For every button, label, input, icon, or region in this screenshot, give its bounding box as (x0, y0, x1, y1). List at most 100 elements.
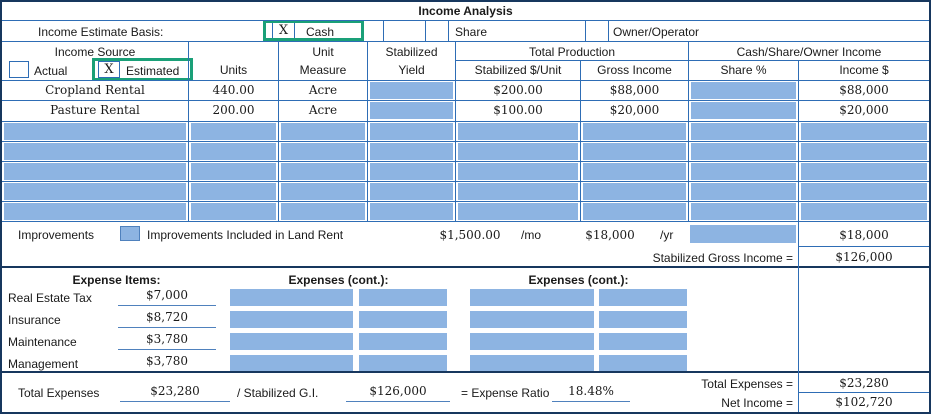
blank-input-cell[interactable] (191, 163, 276, 180)
owner-operator-checkbox[interactable] (585, 20, 609, 41)
expense-name-input[interactable] (470, 355, 594, 372)
improvements-share-input[interactable] (690, 225, 796, 243)
owner-operator-checkbox-label[interactable]: Owner/Operator (613, 25, 700, 39)
blank-input-cell[interactable] (691, 163, 796, 180)
blank-input-cell[interactable] (801, 163, 927, 180)
blank-input-cell[interactable] (191, 143, 276, 160)
improvements-income-value[interactable]: $18,000 (839, 228, 889, 242)
blank-input-cell[interactable] (4, 163, 186, 180)
share-pct-input[interactable] (691, 102, 796, 119)
blank-input-cell[interactable] (4, 203, 186, 220)
blank-input-cell[interactable] (370, 183, 453, 200)
estimated-checkbox-label[interactable]: Estimated (126, 64, 180, 78)
unit-measure-value[interactable]: Acre (308, 83, 338, 97)
blank-input-cell[interactable] (801, 123, 927, 140)
net-income-value[interactable]: $102,720 (835, 395, 893, 409)
blank-input-cell[interactable] (370, 123, 453, 140)
blank-input-cell[interactable] (691, 123, 796, 140)
units-value[interactable]: 200.00 (212, 103, 255, 117)
expense-value-input[interactable] (599, 333, 687, 350)
expense-value-input[interactable] (359, 311, 447, 328)
expense-item-value[interactable]: $3,780 (118, 331, 216, 350)
expense-name-input[interactable] (470, 311, 594, 328)
expense-value-input[interactable] (359, 289, 447, 306)
stabilized-gross-income-value[interactable]: $126,000 (835, 250, 893, 264)
blank-input-cell[interactable] (458, 123, 578, 140)
stabilized-per-unit-value[interactable]: $100.00 (493, 103, 543, 117)
improvements-yearly-value[interactable]: $18,000 (585, 228, 635, 242)
income-dollars-value[interactable]: $88,000 (839, 83, 889, 97)
stabilized-gi-value[interactable]: $126,000 (346, 383, 450, 402)
blank-input-cell[interactable] (458, 163, 578, 180)
expense-value-input[interactable] (599, 355, 687, 372)
improvements-included-checkbox[interactable] (120, 226, 140, 241)
total-expenses-eq-value[interactable]: $23,280 (839, 376, 889, 390)
blank-input-cell[interactable] (281, 203, 365, 220)
blank-input-cell[interactable] (4, 123, 186, 140)
per-year-label: /yr (660, 228, 674, 242)
blank-input-cell[interactable] (583, 123, 686, 140)
expense-cont-row (0, 355, 931, 373)
stabilized-per-unit-value[interactable]: $200.00 (493, 83, 543, 97)
share-pct-input[interactable] (691, 82, 796, 99)
income-source-value[interactable]: Pasture Rental (50, 103, 140, 117)
actual-checkbox[interactable] (9, 61, 29, 78)
blank-input-cell[interactable] (191, 183, 276, 200)
blank-input-cell[interactable] (4, 143, 186, 160)
share-checkbox[interactable] (425, 20, 449, 41)
improvements-monthly-value[interactable]: $1,500.00 (439, 228, 501, 242)
blank-input-cell[interactable] (370, 163, 453, 180)
blank-input-cell[interactable] (281, 143, 365, 160)
blank-input-cell[interactable] (691, 143, 796, 160)
total-expenses-eq-label: Total Expenses = (701, 377, 793, 391)
blank-input-cell[interactable] (370, 203, 453, 220)
blank-input-cell[interactable] (583, 143, 686, 160)
blank-input-cell[interactable] (583, 183, 686, 200)
income-dollars-value[interactable]: $20,000 (839, 103, 889, 117)
blank-input-cell[interactable] (583, 203, 686, 220)
blank-input-cell[interactable] (801, 203, 927, 220)
expense-item-value[interactable]: $7,000 (118, 287, 216, 306)
blank-input-cell[interactable] (458, 183, 578, 200)
income-source-value[interactable]: Cropland Rental (45, 83, 145, 97)
expense-name-input[interactable] (230, 355, 353, 372)
cash-checkbox-label[interactable]: Cash (306, 25, 335, 39)
stabilized-yield-input[interactable] (370, 102, 453, 119)
blank-input-cell[interactable] (458, 143, 578, 160)
expense-name-input[interactable] (470, 333, 594, 350)
expense-name-input[interactable] (230, 289, 353, 306)
blank-input-cell[interactable] (583, 163, 686, 180)
unit-measure-value[interactable]: Acre (308, 103, 338, 117)
blank-input-cell[interactable] (191, 203, 276, 220)
expense-name-input[interactable] (230, 311, 353, 328)
blank-input-cell[interactable] (801, 183, 927, 200)
blank-input-cell[interactable] (458, 203, 578, 220)
units-value[interactable]: 440.00 (212, 83, 255, 97)
blank-input-cell[interactable] (281, 163, 365, 180)
stabilized-yield-input[interactable] (370, 82, 453, 99)
blank-input-cell[interactable] (4, 183, 186, 200)
estimated-checkbox[interactable]: X (98, 61, 120, 78)
expense-value-input[interactable] (359, 355, 447, 372)
blank-input-cell[interactable] (191, 123, 276, 140)
cash-checkbox[interactable]: X (272, 22, 295, 39)
expense-value-input[interactable] (599, 289, 687, 306)
expense-value-input[interactable] (359, 333, 447, 350)
income-source-header: Income Source (54, 45, 136, 59)
gross-income-value[interactable]: $88,000 (609, 83, 660, 97)
blank-input-cell[interactable] (281, 183, 365, 200)
blank-input-cell[interactable] (691, 203, 796, 220)
share-checkbox-label[interactable]: Share (455, 25, 488, 39)
blank-input-cell[interactable] (281, 123, 365, 140)
expense-value-input[interactable] (599, 311, 687, 328)
expense-ratio-value[interactable]: 18.48% (552, 383, 630, 402)
blank-input-cell[interactable] (801, 143, 927, 160)
expense-name-input[interactable] (470, 289, 594, 306)
blank-input-cell[interactable] (370, 143, 453, 160)
blank-input-cell[interactable] (691, 183, 796, 200)
expense-item-value[interactable]: $8,720 (118, 309, 216, 328)
expense-name-input[interactable] (230, 333, 353, 350)
total-expenses-value[interactable]: $23,280 (120, 383, 230, 402)
gross-income-value[interactable]: $20,000 (609, 103, 660, 117)
actual-checkbox-label[interactable]: Actual (34, 64, 68, 78)
